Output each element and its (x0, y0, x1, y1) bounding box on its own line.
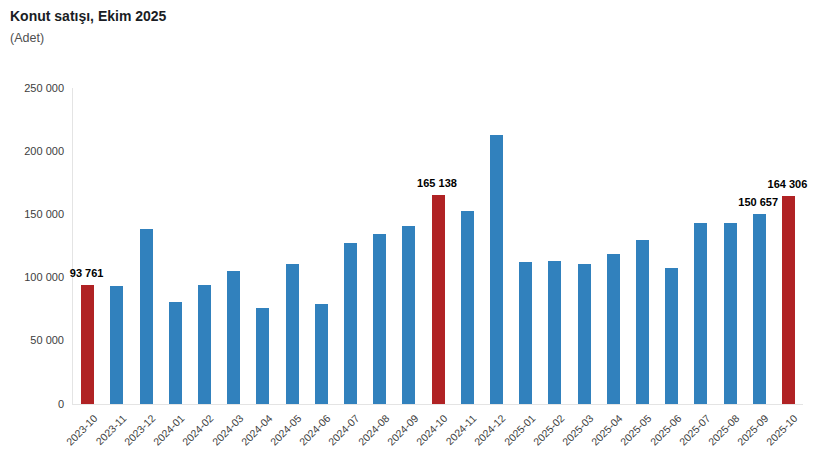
bar-slot-2025-10 (782, 88, 795, 404)
y-tick-label: 100 000 (0, 272, 64, 283)
bar-2025-10 (782, 196, 795, 404)
bar-2024-03 (227, 271, 240, 404)
x-tick-label-2025-06: 2025-06 (647, 412, 683, 448)
bar-slot-2024-04 (256, 88, 269, 404)
bar-slot-2024-11 (461, 88, 474, 404)
y-tick-label: 50 000 (0, 335, 64, 346)
bar-2025-08 (724, 223, 737, 404)
bar-slot-2025-01 (519, 88, 532, 404)
bar-2025-06 (665, 268, 678, 404)
bar-2025-09 (753, 214, 766, 404)
x-tick-label-2024-11: 2024-11 (443, 412, 478, 447)
bar-slot-2023-12 (140, 88, 153, 404)
bar-slot-2024-05 (286, 88, 299, 404)
x-tick-label-2024-05: 2024-05 (268, 412, 304, 448)
x-tick-label-2024-07: 2024-07 (326, 412, 362, 448)
bar-slot-2024-10 (432, 88, 445, 404)
x-tick-label-2025-09: 2025-09 (735, 412, 771, 448)
x-tick-label-2023-10: 2023-10 (63, 412, 99, 448)
housing-sales-chart: Konut satışı, Ekim 2025 (Adet) 0 50 000 10… (0, 0, 820, 471)
x-tick-label-2025-03: 2025-03 (560, 412, 596, 448)
bar-slot-2023-11 (110, 88, 123, 404)
x-tick-label-2025-01: 2025-01 (501, 412, 537, 448)
y-tick-label: 0 (0, 399, 64, 410)
bar-slot-2024-01 (169, 88, 182, 404)
bar-slot-2025-06 (665, 88, 678, 404)
bar-slot-2024-06 (315, 88, 328, 404)
bar-slot-2025-08 (724, 88, 737, 404)
bar-slot-2025-03 (578, 88, 591, 404)
bar-2024-10 (432, 195, 445, 404)
bar-slot-2024-07 (344, 88, 357, 404)
bar-2023-10 (81, 285, 94, 404)
bar-slot-2025-02 (548, 88, 561, 404)
y-axis: 050 000100 000150 000200 000250 000 (0, 88, 64, 404)
bar-slot-2024-02 (198, 88, 211, 404)
bar-2024-12 (490, 135, 503, 404)
y-tick-label: 250 000 (0, 83, 64, 94)
bar-2024-08 (373, 234, 386, 404)
x-tick-label-2025-08: 2025-08 (706, 412, 742, 448)
x-tick-label-2024-06: 2024-06 (297, 412, 333, 448)
bar-slot-2025-09 (753, 88, 766, 404)
bar-2024-02 (198, 285, 211, 404)
y-tick-label: 200 000 (0, 146, 64, 157)
bar-slot-2025-05 (636, 88, 649, 404)
bar-2025-03 (578, 264, 591, 404)
bar-2024-05 (286, 264, 299, 404)
bar-2025-01 (519, 262, 532, 404)
x-tick-label-2024-08: 2024-08 (355, 412, 391, 448)
x-tick-label-2023-11: 2023-11 (93, 412, 128, 447)
bar-2024-07 (344, 243, 357, 404)
data-label-2024-10: 165 138 (417, 177, 457, 189)
data-label-2025-09: 150 657 (738, 196, 778, 208)
bar-2025-04 (607, 254, 620, 404)
x-tick-label-2024-02: 2024-02 (180, 412, 216, 448)
x-tick-label-2024-10: 2024-10 (414, 412, 450, 448)
bar-2024-11 (461, 211, 474, 404)
bar-slot-2025-04 (607, 88, 620, 404)
bar-slot-2025-07 (694, 88, 707, 404)
data-label-2023-10: 93 761 (70, 267, 104, 279)
x-tick-label-2025-04: 2025-04 (589, 412, 625, 448)
bar-2025-07 (694, 223, 707, 404)
bar-slot-2024-03 (227, 88, 240, 404)
x-tick-label-2024-01: 2024-01 (151, 412, 187, 448)
bar-2024-09 (402, 226, 415, 404)
bar-2024-01 (169, 302, 182, 404)
bar-2023-11 (110, 286, 123, 404)
x-tick-label-2023-12: 2023-12 (122, 412, 158, 448)
plot-area (72, 88, 803, 405)
bar-2024-06 (315, 304, 328, 404)
y-tick-label: 150 000 (0, 209, 64, 220)
chart-title: Konut satışı, Ekim 2025 (10, 8, 166, 24)
x-tick-label-2025-10: 2025-10 (764, 412, 800, 448)
bar-slot-2024-12 (490, 88, 503, 404)
x-tick-label-2024-12: 2024-12 (472, 412, 508, 448)
bar-2023-12 (140, 229, 153, 404)
bar-2024-04 (256, 308, 269, 404)
x-tick-label-2025-05: 2025-05 (618, 412, 654, 448)
x-tick-label-2024-03: 2024-03 (209, 412, 245, 448)
chart-unit-subtitle: (Adet) (10, 31, 44, 45)
bar-2025-02 (548, 261, 561, 404)
data-label-2025-10: 164 306 (768, 178, 808, 190)
bar-2025-05 (636, 240, 649, 404)
bar-slot-2024-09 (402, 88, 415, 404)
bar-slot-2023-10 (81, 88, 94, 404)
bar-slot-2024-08 (373, 88, 386, 404)
